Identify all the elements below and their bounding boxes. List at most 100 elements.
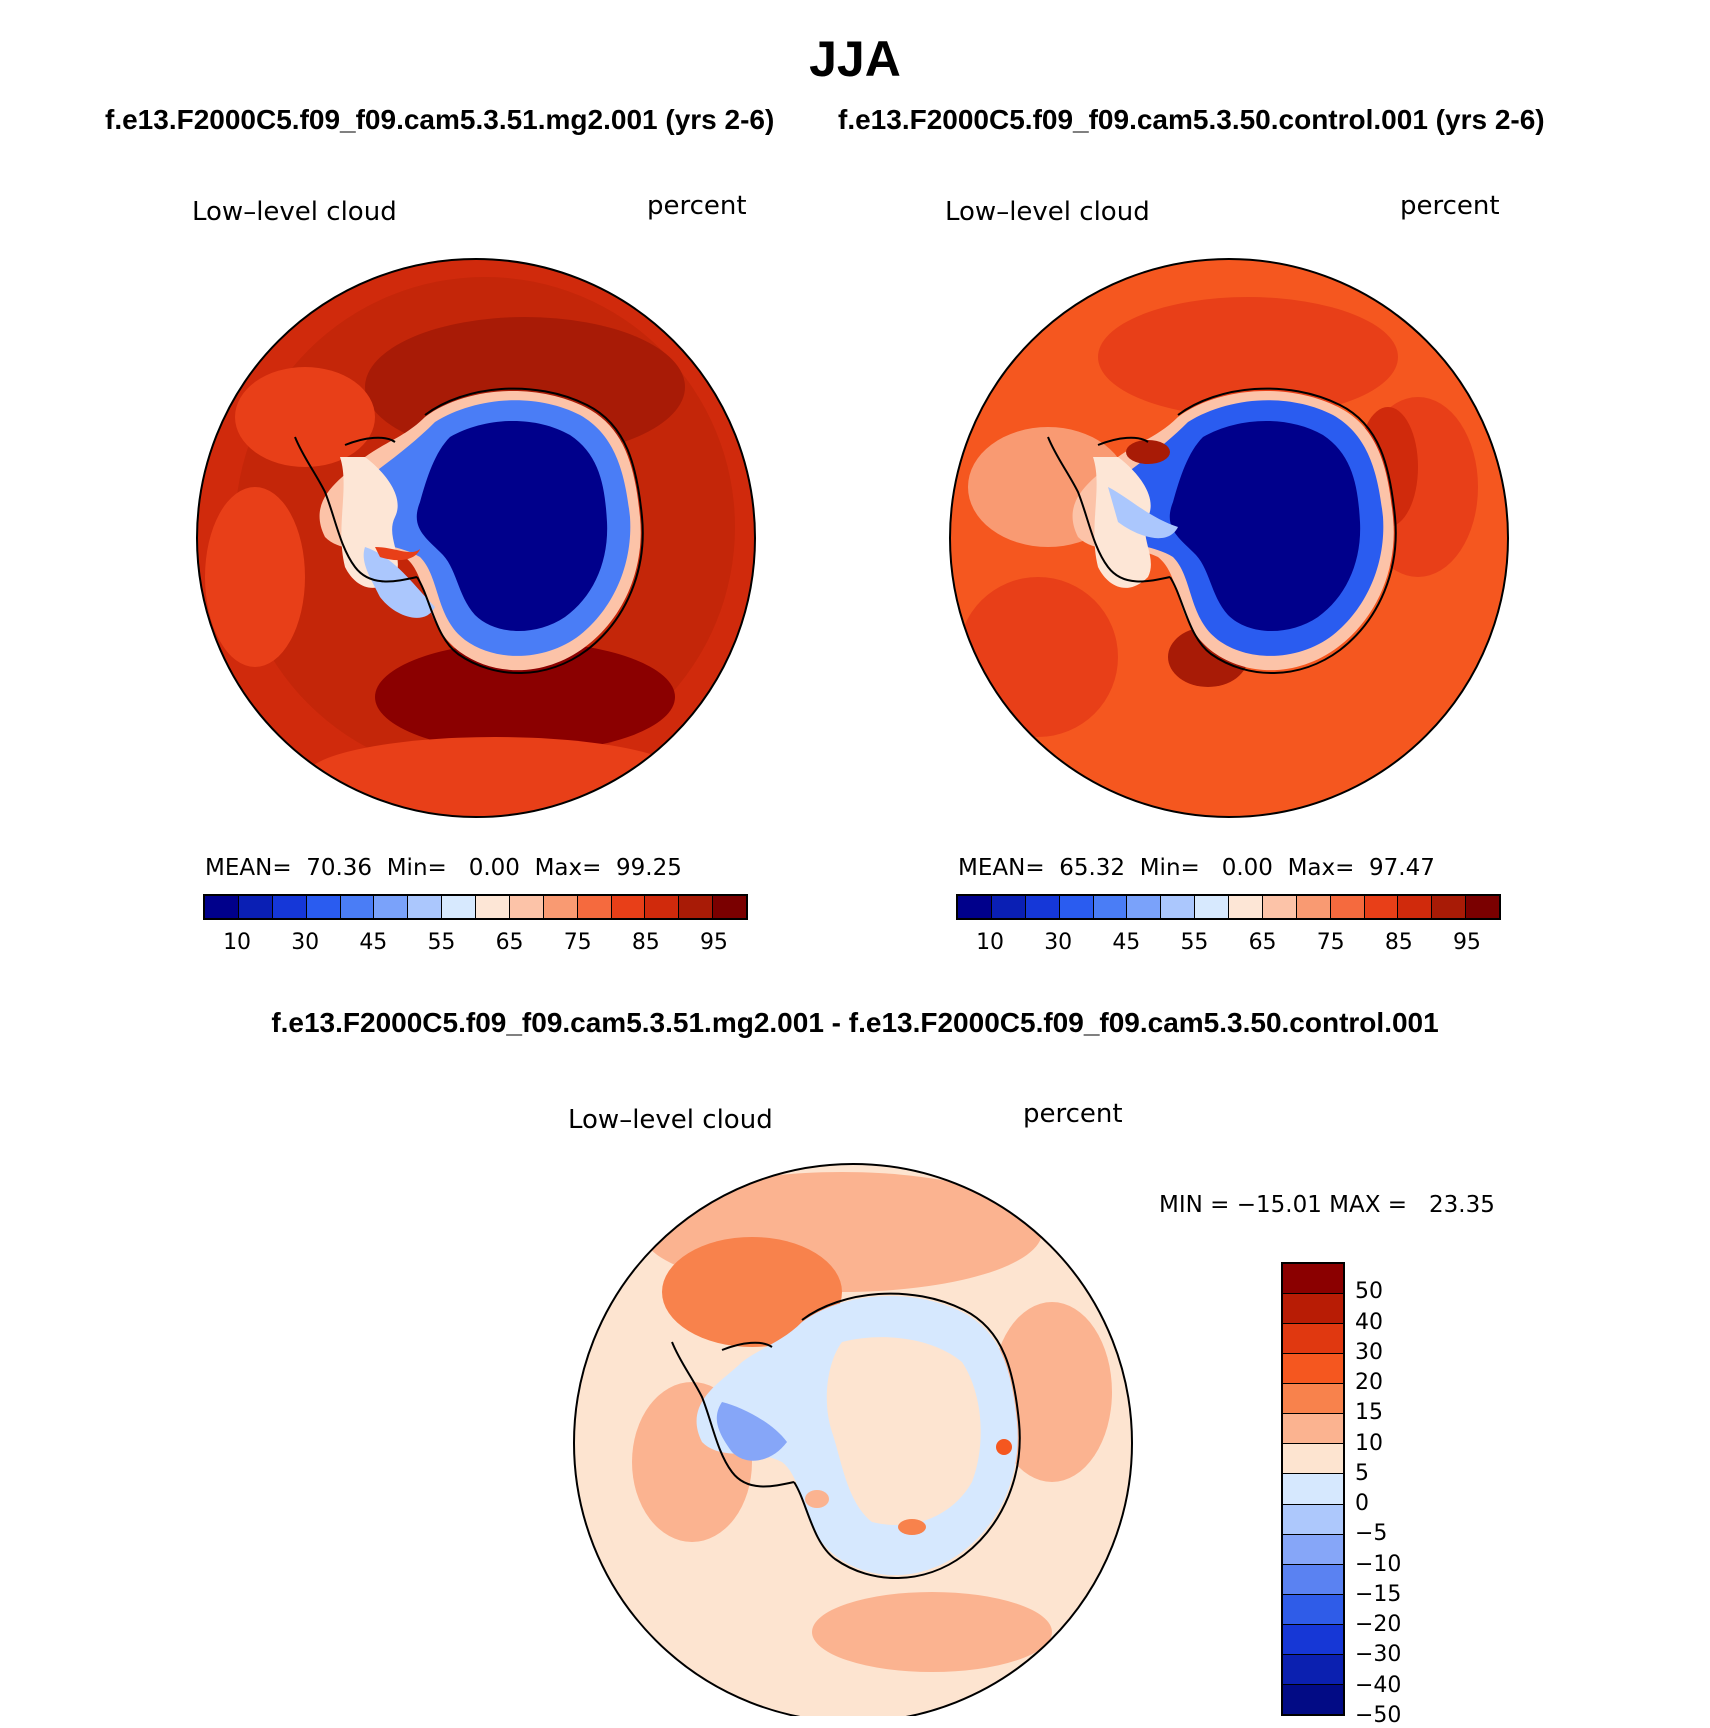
colorbar-tick-label: 50 [1355, 1279, 1383, 1305]
colorbar-swatch [1283, 1474, 1343, 1505]
colorbar-tick-label: −10 [1355, 1551, 1402, 1577]
colorbar-swatch [238, 896, 273, 918]
colorbar-swatch [1093, 896, 1128, 918]
colorbar-swatch [1432, 896, 1467, 918]
figure-title: JJA [809, 31, 901, 87]
panel2-mean-label: MEAN= [958, 855, 1045, 881]
colorbar-swatch [1262, 896, 1297, 918]
colorbar-swatch [958, 896, 992, 918]
colorbar-swatch [1296, 896, 1331, 918]
difference-title: f.e13.F2000C5.f09_f09.cam5.3.51.mg2.001 … [271, 1007, 1439, 1038]
colorbar-swatch [1025, 896, 1060, 918]
colorbar-swatch [272, 896, 307, 918]
colorbar-swatch [1283, 1384, 1343, 1415]
colorbar-tick-label: 75 [563, 930, 592, 955]
diff-units-label: percent [1023, 1099, 1123, 1129]
colorbar-tick-label: 95 [1452, 930, 1481, 955]
colorbar-swatch [679, 896, 714, 918]
colorbar-tick-label: 55 [427, 930, 456, 955]
colorbar-swatch [1398, 896, 1433, 918]
case-title-right: f.e13.F2000C5.f09_f09.cam5.3.50.control.… [838, 104, 1545, 135]
colorbar-swatch [1283, 1594, 1343, 1625]
colorbar-swatch [1283, 1564, 1343, 1595]
panel1-variable-label: Low–level cloud [192, 197, 397, 227]
colorbar-tick-label: 75 [1316, 930, 1345, 955]
colorbar-swatch [1283, 1294, 1343, 1325]
colorbar-swatch [1283, 1654, 1343, 1685]
colorbar-tick-label: −5 [1355, 1521, 1388, 1547]
colorbar-tick-label: −20 [1355, 1612, 1402, 1638]
colorbar-tick-label: 95 [699, 930, 728, 955]
colorbar-swatch [543, 896, 578, 918]
colorbar-swatch [340, 896, 375, 918]
colorbar-swatch [306, 896, 341, 918]
colorbar-swatch [509, 896, 544, 918]
panel1-max-value: 99.25 [616, 855, 682, 881]
colorbar-tick-label: −15 [1355, 1581, 1402, 1607]
diff-min-max: MIN = −15.01 MAX = 23.35 [1159, 1192, 1495, 1218]
panel2-colorbar-ticks: 10 30 45 55 65 75 85 95 [956, 930, 1501, 960]
panel1-colorbar [203, 894, 748, 920]
colorbar-tick-label: 45 [359, 930, 388, 955]
panel2-variable-label: Low–level cloud [945, 197, 1150, 227]
colorbar-tick-label: 5 [1355, 1460, 1369, 1486]
colorbar-swatch [645, 896, 680, 918]
colorbar-tick-label: 10 [223, 930, 252, 955]
colorbar-swatch [374, 896, 409, 918]
colorbar-tick-label: 20 [1355, 1370, 1383, 1396]
panel1-stats: MEAN= 70.36 Min= 0.00 Max= 99.25 [205, 855, 682, 881]
panel1-min-label: Min= [386, 855, 447, 881]
colorbar-tick-label: 30 [1355, 1339, 1383, 1365]
panel2-min-value: 0.00 [1221, 855, 1273, 881]
diff-colorbar [1281, 1262, 1345, 1716]
colorbar-swatch [1059, 896, 1094, 918]
panel1-units-label: percent [647, 191, 747, 221]
colorbar-tick-label: 65 [495, 930, 524, 955]
panel2-max-value: 97.47 [1369, 855, 1435, 881]
panel2-mean-value: 65.32 [1059, 855, 1126, 881]
panel1-max-label: Max= [534, 855, 602, 881]
colorbar-swatch [713, 896, 746, 918]
panel1-colorbar-ticks: 10 30 45 55 65 75 85 95 [203, 930, 748, 960]
colorbar-swatch [442, 896, 476, 918]
panel1-mean-value: 70.36 [306, 855, 373, 881]
colorbar-swatch [991, 896, 1026, 918]
colorbar-tick-label: 55 [1180, 930, 1209, 955]
panel2-min-label: Min= [1139, 855, 1200, 881]
colorbar-tick-label: 40 [1355, 1309, 1383, 1335]
colorbar-tick-label: 45 [1112, 930, 1141, 955]
colorbar-swatch [1364, 896, 1399, 918]
panel2-units-label: percent [1400, 191, 1500, 221]
colorbar-swatch [1229, 896, 1263, 918]
colorbar-tick-label: 85 [631, 930, 660, 955]
colorbar-tick-label: 10 [1355, 1430, 1383, 1456]
colorbar-tick-label: −40 [1355, 1672, 1402, 1698]
colorbar-swatch [1283, 1684, 1343, 1714]
colorbar-swatch [1283, 1354, 1343, 1385]
colorbar-swatch [577, 896, 612, 918]
colorbar-swatch [1127, 896, 1162, 918]
colorbar-swatch [611, 896, 646, 918]
colorbar-tick-label: −30 [1355, 1642, 1402, 1668]
panel1-min-value: 0.00 [468, 855, 520, 881]
panel1-mean-label: MEAN= [205, 855, 292, 881]
colorbar-swatch [1161, 896, 1196, 918]
colorbar-swatch [1283, 1534, 1343, 1565]
colorbar-tick-label: 65 [1248, 930, 1277, 955]
colorbar-swatch [1283, 1504, 1343, 1535]
colorbar-tick-label: 30 [1044, 930, 1073, 955]
panel2-stats: MEAN= 65.32 Min= 0.00 Max= 97.47 [958, 855, 1435, 881]
colorbar-swatch [1283, 1264, 1343, 1295]
colorbar-tick-label: 15 [1355, 1400, 1383, 1426]
panel2-colorbar [956, 894, 1501, 920]
colorbar-swatch [1466, 896, 1499, 918]
colorbar-swatch [1283, 1624, 1343, 1655]
colorbar-swatch [476, 896, 510, 918]
colorbar-swatch [1330, 896, 1365, 918]
colorbar-swatch [205, 896, 239, 918]
case-title-left: f.e13.F2000C5.f09_f09.cam5.3.51.mg2.001 … [105, 104, 775, 135]
colorbar-tick-label: 85 [1384, 930, 1413, 955]
diff-polar-map [573, 1163, 1133, 1716]
diff-variable-label: Low–level cloud [568, 1105, 773, 1135]
colorbar-tick-label: 0 [1355, 1491, 1369, 1517]
